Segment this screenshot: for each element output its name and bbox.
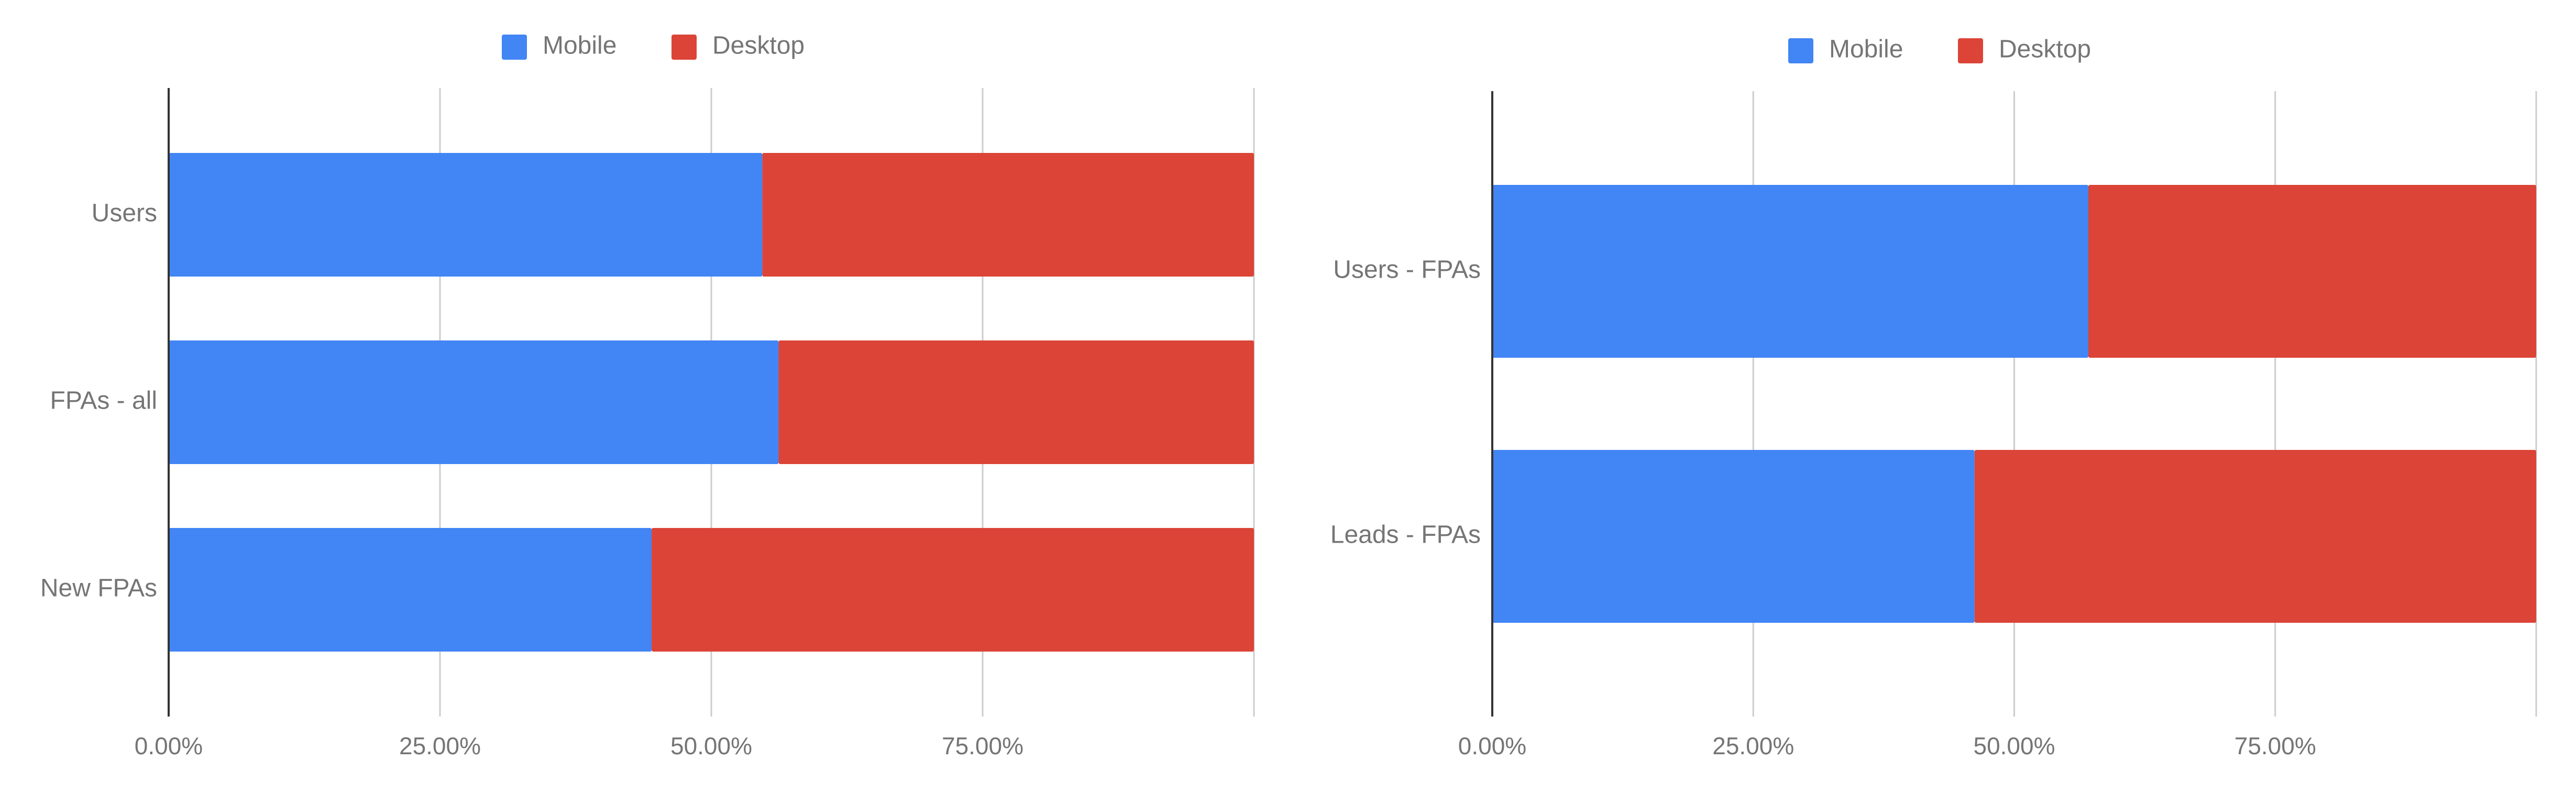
bar-desktop-3 — [652, 528, 1254, 652]
bar-desktop-1 — [762, 153, 1254, 277]
legend-swatch-desktop — [1958, 38, 1983, 63]
legend-swatch-desktop — [671, 35, 697, 60]
category-label: Users - FPAs — [1333, 256, 1481, 284]
category-label: Users — [92, 200, 157, 227]
x-tick-label: 25.00% — [399, 732, 481, 759]
legend-label-desktop: Desktop — [712, 32, 805, 60]
x-tick-label: 75.00% — [942, 732, 1023, 759]
chart-2: Users - FPAs Leads - FPAs 0.00% 25.00% 50.00… — [1330, 36, 2537, 759]
legend-label-desktop: Desktop — [1999, 36, 2091, 63]
bar-mobile-1 — [1492, 185, 2089, 358]
legend: Mobile Desktop — [1788, 36, 2091, 63]
x-tick-label: 75.00% — [2234, 732, 2316, 759]
legend-label-mobile: Mobile — [543, 32, 617, 60]
bar-mobile-1 — [169, 153, 763, 277]
bar-mobile-3 — [169, 528, 652, 652]
category-label: FPAs - all — [50, 387, 157, 415]
bar-mobile-2 — [169, 340, 779, 464]
x-tick-label: 0.00% — [1458, 732, 1526, 759]
legend-swatch-mobile — [1788, 38, 1813, 63]
x-tick-label: 25.00% — [1712, 732, 1794, 759]
legend: Mobile Desktop — [502, 32, 805, 60]
legend-swatch-mobile — [502, 35, 527, 60]
bar-desktop-2 — [1974, 450, 2536, 623]
legend-label-mobile: Mobile — [1829, 36, 1903, 63]
category-label: New FPAs — [40, 575, 157, 602]
x-tick-label: 50.00% — [670, 732, 752, 759]
bar-desktop-1 — [2088, 185, 2536, 358]
x-tick-label: 50.00% — [1973, 732, 2055, 759]
category-label: Leads - FPAs — [1330, 521, 1481, 549]
chart-1: Users FPAs - all New FPAs 0.00% 25.00% 50.00%… — [40, 32, 1255, 759]
bar-mobile-2 — [1492, 450, 1975, 623]
x-tick-label: 0.00% — [135, 732, 203, 759]
bar-desktop-2 — [778, 340, 1254, 464]
